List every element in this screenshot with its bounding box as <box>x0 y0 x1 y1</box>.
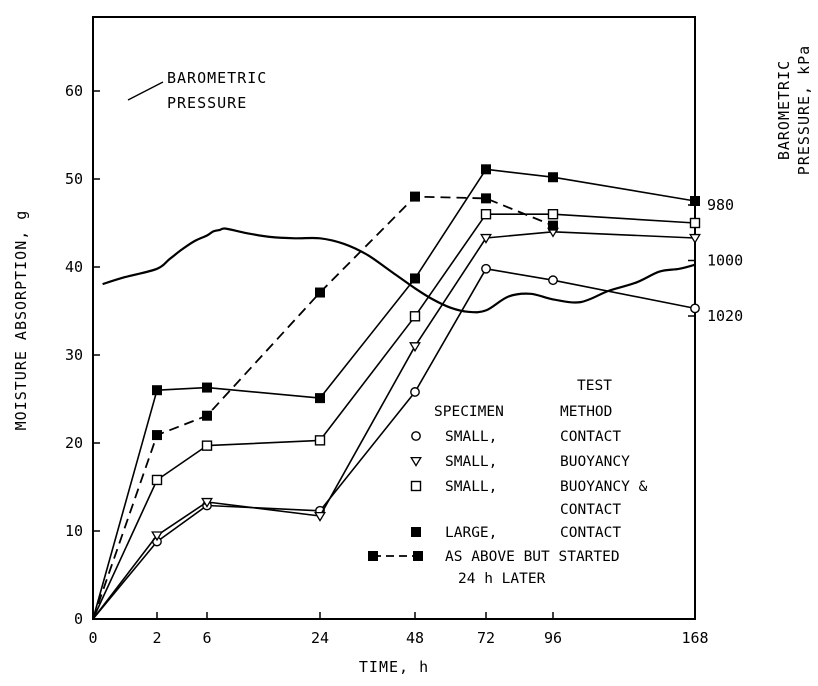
data-point-filled-square <box>411 527 421 537</box>
series-line <box>92 231 696 620</box>
data-point-filled-square <box>315 393 325 404</box>
series-line <box>92 213 696 620</box>
series-layer <box>92 164 701 620</box>
series-small-buoyancy-contact <box>92 208 701 620</box>
data-point-open-triangle <box>314 511 326 522</box>
barometric-pressure-line <box>102 227 696 314</box>
data-point-filled-square <box>202 382 212 393</box>
pressure-layer <box>102 227 696 314</box>
y2-tick-label: 980 <box>707 196 734 214</box>
x-axis-label: TIME, h <box>359 658 429 676</box>
series-large-contact <box>92 164 700 620</box>
data-point-open-triangle <box>151 531 163 542</box>
y2-axis-ticks: 980 1000 1020 <box>688 196 743 325</box>
data-point-open-square <box>410 480 422 492</box>
legend-row2-method: BUOYANCY <box>560 454 630 470</box>
legend-row3-specimen: SMALL, <box>445 479 497 495</box>
y-axis-label: MOISTURE ABSORPTION, g <box>12 210 30 431</box>
data-point-open-square <box>314 435 326 446</box>
y-tick-label: 0 <box>74 610 83 628</box>
y2-tick-label: 1020 <box>707 307 743 325</box>
data-point-open-square <box>547 208 559 220</box>
data-point-filled-square <box>690 196 700 206</box>
data-point-open-circle <box>411 431 421 441</box>
y-axis-ticks: 0 10 20 30 40 50 60 <box>65 82 100 628</box>
legend-row4-specimen: LARGE, <box>445 525 497 541</box>
legend-row5-specimen-cont: 24 h LATER <box>458 571 546 587</box>
data-point-filled-square <box>315 287 325 298</box>
data-point-open-square <box>151 474 163 486</box>
y2-tick-label: 1000 <box>707 252 743 270</box>
legend-row2-specimen: SMALL, <box>445 454 497 470</box>
data-point-filled-square <box>548 172 558 183</box>
pressure-annotation-line2: PRESSURE <box>167 94 247 112</box>
data-point-open-square <box>201 440 213 451</box>
y2-axis-label-line1: BAROMETRIC <box>775 60 793 160</box>
x-tick-label: 96 <box>544 629 562 647</box>
data-point-filled-square <box>548 220 558 231</box>
legend-marker-filled-square <box>411 527 421 537</box>
plot-frame <box>92 16 696 620</box>
y-tick-label: 60 <box>65 82 83 100</box>
legend-row3-method-cont: CONTACT <box>560 502 621 518</box>
y-tick-label: 50 <box>65 170 83 188</box>
series-line <box>92 168 696 620</box>
x-tick-label: 6 <box>202 629 211 647</box>
y2-axis-label-line2: PRESSURE, kPa <box>795 45 813 175</box>
legend-row1-specimen: SMALL, <box>445 429 497 445</box>
y-tick-label: 40 <box>65 258 83 276</box>
legend-row5-specimen: AS ABOVE BUT STARTED <box>445 549 620 565</box>
x-tick-label: 48 <box>406 629 424 647</box>
pressure-annotation: BAROMETRIC PRESSURE <box>127 69 267 112</box>
x-tick-label: 2 <box>152 629 161 647</box>
y-tick-label: 10 <box>65 522 83 540</box>
legend-row3-method: BUOYANCY & <box>560 479 648 495</box>
data-point-open-triangle <box>480 233 492 244</box>
legend-marker-open-square <box>410 480 422 492</box>
data-point-filled-square <box>202 410 212 421</box>
data-point-filled-square <box>152 385 162 396</box>
x-axis-ticks: 0 2 6 24 48 72 96 168 <box>88 612 709 647</box>
legend-header-specimen: SPECIMEN <box>434 404 504 420</box>
data-point-filled-square <box>152 430 162 441</box>
legend-marker-open-circle <box>411 431 421 441</box>
data-point-filled-square <box>410 191 420 202</box>
pressure-annotation-leader <box>127 81 164 101</box>
legend-marker-dashed-filled-square <box>368 551 423 561</box>
legend-row1-method: CONTACT <box>560 429 621 445</box>
data-point-open-square <box>480 208 492 220</box>
x-tick-label: 168 <box>681 629 708 647</box>
legend: TEST SPECIMEN METHOD SMALL, CONTACT SMAL… <box>368 378 648 587</box>
x-tick-label: 24 <box>311 629 329 647</box>
data-point-open-square <box>409 311 421 322</box>
data-point-open-triangle <box>689 233 701 244</box>
legend-header-method-line2: METHOD <box>560 404 612 420</box>
legend-marker-open-triangle <box>410 456 422 467</box>
data-point-open-triangle <box>409 342 421 353</box>
data-point-open-circle <box>410 387 420 397</box>
y-tick-label: 30 <box>65 346 83 364</box>
data-point-open-circle <box>481 263 491 274</box>
legend-row4-method: CONTACT <box>560 525 621 541</box>
data-point-open-circle <box>690 303 700 314</box>
series-line <box>92 267 696 620</box>
series-small-buoyancy <box>92 227 701 620</box>
data-point-filled-square <box>368 551 378 561</box>
y-tick-label: 20 <box>65 434 83 452</box>
data-point-filled-square <box>481 164 491 175</box>
legend-header-method-line1: TEST <box>577 378 612 394</box>
data-point-filled-square <box>410 273 420 284</box>
series-as-above-but-started-24-h-later <box>92 191 558 620</box>
data-point-open-circle <box>548 275 558 286</box>
data-point-open-square <box>689 217 701 229</box>
pressure-annotation-line1: BAROMETRIC <box>167 69 267 87</box>
data-point-filled-square <box>413 551 423 561</box>
x-tick-label: 72 <box>477 629 495 647</box>
data-point-open-triangle <box>201 497 213 508</box>
data-point-filled-square <box>481 193 491 204</box>
data-point-open-triangle <box>410 456 422 467</box>
x-tick-label: 0 <box>88 629 97 647</box>
